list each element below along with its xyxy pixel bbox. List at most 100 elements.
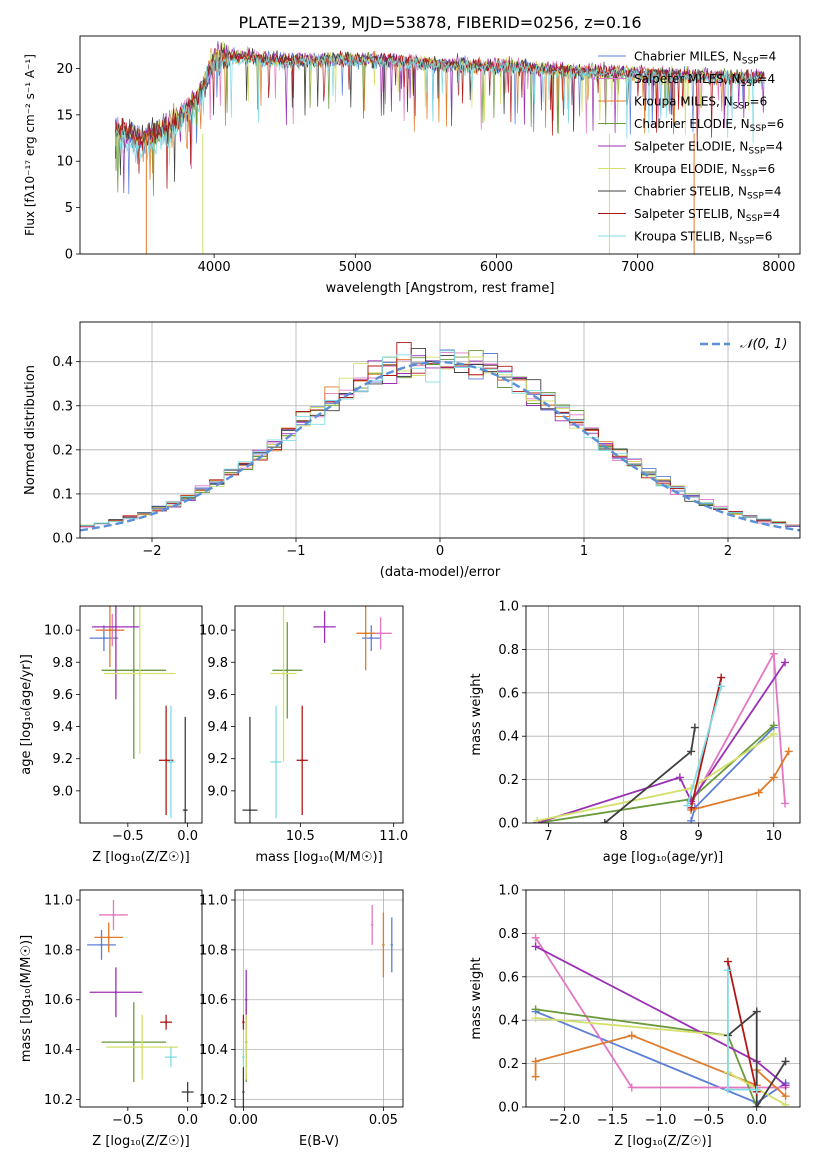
- data-point: [274, 760, 278, 764]
- data-point: [164, 759, 168, 762]
- data-marker: [723, 966, 732, 975]
- data-point: [242, 1055, 245, 1059]
- y-tick-label: 0.0: [498, 1101, 519, 1116]
- x-tick-label: −0.5: [112, 1113, 144, 1128]
- y-tick-label: 0.2: [498, 773, 519, 788]
- y-tick-label: 5: [65, 201, 73, 216]
- y-tick-label: 9.6: [207, 688, 228, 703]
- y-axis-label: Normed distribution: [23, 365, 38, 495]
- legend-entry: Salpeter MILES, NSSP=4: [634, 72, 775, 89]
- axes-frame: [234, 605, 404, 824]
- data-point: [132, 1040, 136, 1044]
- x-tick-label: 9: [695, 829, 703, 844]
- x-axis-label: Z [log₁₀(Z/Z☉)]: [92, 1134, 189, 1149]
- y-axis-label: mass weight: [469, 673, 484, 755]
- legend-subscript: SSP: [742, 57, 759, 67]
- data-marker: [781, 1081, 790, 1090]
- data-point: [245, 998, 248, 1001]
- legend-text: Chabrier STELIB, N: [634, 185, 747, 199]
- data-marker: [687, 816, 696, 823]
- legend-text: Salpeter ELODIE, N: [634, 140, 748, 154]
- legend-text: Chabrier ELODIE, N: [634, 117, 750, 131]
- legend-subscript: SSP: [741, 169, 758, 179]
- y-tick-label: 10.4: [199, 1043, 228, 1058]
- data-point: [138, 672, 142, 675]
- x-tick-label: 5000: [339, 260, 372, 275]
- y-tick-label: 0.2: [498, 1057, 519, 1072]
- data-point: [112, 913, 115, 917]
- legend-entry: Salpeter STELIB, NSSP=4: [634, 207, 780, 224]
- data-marker: [781, 1092, 790, 1101]
- x-tick-label: 0.05: [369, 1113, 398, 1128]
- x-tick-label: 0.0: [177, 829, 198, 844]
- y-tick-label: 0.4: [52, 355, 73, 370]
- data-marker: [769, 649, 778, 658]
- data-marker: [781, 1100, 790, 1107]
- data-marker: [723, 1085, 732, 1094]
- y-tick-label: 10.4: [44, 1043, 73, 1058]
- x-axis-label: E(B-V): [299, 1134, 339, 1149]
- legend-text: =6: [757, 162, 775, 176]
- plot-area: [235, 890, 403, 1107]
- weight-line: [537, 733, 775, 822]
- legend-entry: Kroupa MILES, NSSP=6: [634, 95, 767, 112]
- x-tick-label: 0.00: [229, 1113, 258, 1128]
- axes-frame: [525, 605, 801, 824]
- x-tick-label: 8: [619, 829, 627, 844]
- y-tick-label: 0: [65, 248, 73, 263]
- plot-area: [242, 606, 392, 823]
- weight-line: [727, 961, 758, 1092]
- y-tick-label: 10.2: [199, 1093, 228, 1108]
- y-tick-label: 9.0: [52, 784, 73, 799]
- data-marker: [531, 1057, 540, 1066]
- legend-text: =6: [755, 230, 773, 244]
- data-marker: [683, 801, 692, 810]
- axes-frame: [234, 889, 404, 1108]
- y-tick-label: 0.1: [52, 487, 73, 502]
- data-marker: [717, 673, 726, 682]
- data-marker: [627, 1083, 636, 1092]
- legend-text: Kroupa STELIB, N: [634, 230, 738, 244]
- x-axis-label: Z [log₁₀(Z/Z☉)]: [614, 1134, 711, 1149]
- data-marker: [531, 1072, 540, 1081]
- axes-weight_vs_Z: −2.0 −1.5 −1.0 −0.5 0.0 0.0 0.2 0.4 0.6 0.8 1.0 Z […: [469, 884, 801, 1149]
- legend-entry: Chabrier MILES, NSSP=4: [634, 50, 776, 67]
- data-point: [242, 1090, 245, 1094]
- data-point: [169, 1055, 173, 1059]
- figure-title: PLATE=2139, MJD=53878, FIBERID=0256, z=0…: [238, 13, 641, 32]
- normal-curve: [80, 360, 800, 532]
- data-marker: [531, 1005, 540, 1014]
- axes-mass_vs_ebv: 0.00 0.05 10.2 10.4 10.6 10.8 11.0 E(B-V): [199, 889, 404, 1149]
- legend-subscript: SSP: [733, 102, 750, 112]
- data-point: [364, 632, 367, 635]
- legend-subscript: SSP: [741, 79, 758, 89]
- x-axis-label: Z [log₁₀(Z/Z☉)]: [92, 850, 189, 865]
- legend-text: =4: [757, 72, 775, 86]
- data-point: [100, 943, 103, 947]
- data-marker: [687, 747, 696, 756]
- data-point: [184, 808, 187, 812]
- data-point: [282, 672, 285, 675]
- x-tick-label: 4000: [198, 260, 231, 275]
- data-marker: [690, 723, 699, 732]
- y-tick-label: 1.0: [498, 600, 519, 615]
- data-marker: [531, 1014, 540, 1023]
- weight-line: [686, 686, 723, 806]
- data-marker: [769, 773, 778, 782]
- x-axis-label: (data-model)/error: [380, 565, 501, 580]
- y-tick-label: 9.8: [207, 656, 228, 671]
- y-tick-label: 9.8: [52, 656, 73, 671]
- x-tick-label: 7000: [621, 260, 654, 275]
- data-marker: [781, 1057, 790, 1066]
- legend-entry: Chabrier STELIB, NSSP=4: [634, 185, 782, 202]
- spectrum-line: [114, 50, 765, 163]
- y-tick-label: 9.2: [52, 752, 73, 767]
- axes-frame: [79, 605, 203, 824]
- legend-entry: 𝒩(0, 1): [740, 337, 787, 352]
- x-tick-label: 0: [436, 544, 444, 559]
- axes-frame: [79, 889, 203, 1108]
- weight-line: [537, 724, 775, 823]
- y-tick-label: 10.8: [199, 943, 228, 958]
- axes-spectrum: 4000 5000 6000 7000 8000 0 5 10 15 20 wavelength […: [23, 35, 801, 296]
- legend-text: Salpeter MILES, N: [634, 72, 741, 86]
